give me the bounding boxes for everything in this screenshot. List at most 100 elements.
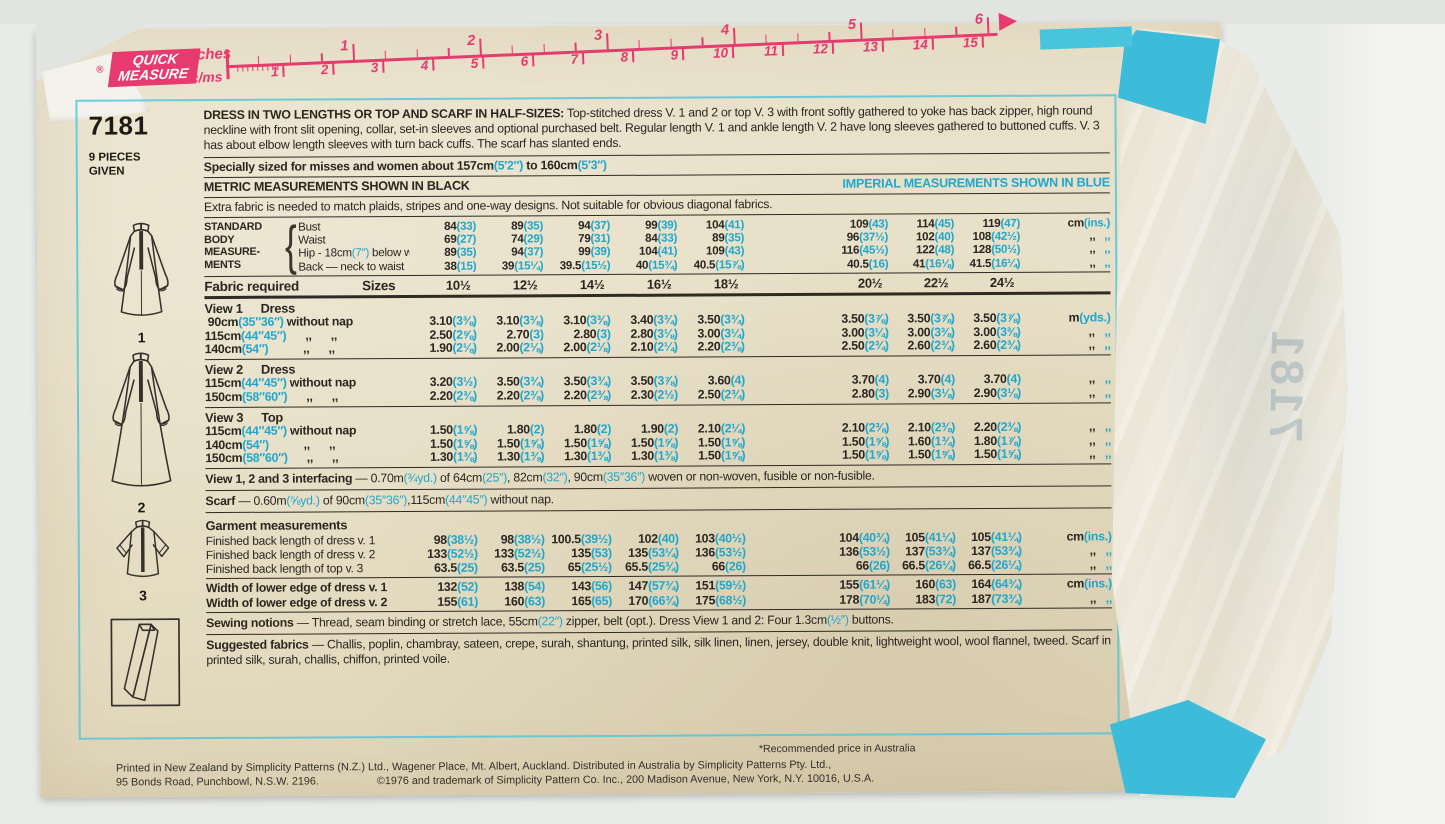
measure-part: 122 (915, 243, 935, 257)
measure-cell: 103(40½) (679, 532, 746, 546)
text-segment: woven or non-woven, fusible or non-fusib… (645, 469, 875, 485)
measure-cell: 104(40¾) (824, 531, 890, 545)
ruler-tick (781, 42, 785, 56)
measure-part: (3⅜) (586, 313, 611, 328)
measure-part: 74 (511, 232, 524, 246)
measure-part: ,, (1095, 419, 1112, 434)
measure-part: (41¼) (924, 530, 956, 545)
measure-part: (73¾) (991, 591, 1023, 606)
ruler-tick (262, 64, 264, 71)
measure-cell: 14½ (579, 276, 605, 292)
measure-part: (2¾) (996, 337, 1021, 352)
measure-cell: 104(41) (610, 245, 677, 259)
measure-cell: 128(50½) (954, 243, 1021, 257)
measure-cell: 2.80(3) (823, 386, 889, 401)
ruler-number: 13 (862, 38, 879, 55)
dress-ankle-length-drawing (111, 352, 172, 487)
measure-part: (53¼) (647, 546, 679, 561)
measure-cell: 132(52) (411, 580, 478, 595)
unit-cell: ,, ,, (1021, 446, 1111, 461)
measure-part: 2.90 (907, 386, 931, 401)
view-title: View 3 (205, 410, 244, 426)
measure-part: (1⅜) (519, 449, 545, 464)
ruler-tick (638, 39, 641, 48)
text-segment: — 0.70m (352, 471, 404, 486)
copyright-note: ©1976 and trademark of Simplicity Patter… (376, 772, 875, 788)
measure-part: 109 (705, 244, 725, 258)
ruler-tick (881, 38, 885, 52)
row-cells: 63.5(25) 63.5(25) 65(25½) 65.5(25¾) 66(26) 66… (411, 558, 1022, 575)
measure-part: 160 (504, 594, 525, 609)
measure-part: (4) (730, 373, 745, 388)
measure-part: 3.50 (496, 374, 520, 389)
measure-part: 3.00 (973, 324, 997, 339)
measure-part: (1⅝) (452, 436, 478, 451)
measure-part: (2¼) (653, 339, 678, 354)
measure-part: (yds.) (1079, 310, 1111, 325)
view-1-yardage: View 1 Dress 90cm(35″36″) without nap 3.10… (204, 294, 1111, 361)
text-segment: without nap (286, 376, 357, 391)
ruler-tick (581, 51, 585, 65)
measure-part: 2.80 (851, 386, 875, 401)
measure-part: 3.50 (907, 311, 931, 326)
pattern-number: 7181 (88, 110, 149, 141)
measure-part: 143 (571, 579, 592, 594)
measure-cell: 99(39) (543, 245, 610, 259)
text-segment: 150cm (205, 451, 243, 466)
row-label: 140cm(54″) ,, ,, (205, 342, 410, 356)
measure-part: 102 (915, 230, 935, 244)
text-segment: without nap (286, 424, 357, 438)
measure-cell: 133(52½) (411, 547, 478, 561)
scarf-drawing (110, 618, 181, 707)
measure-part: cm (1066, 529, 1084, 545)
measure-part: (53) (590, 546, 612, 561)
measure-part: (26¼) (924, 558, 956, 573)
unit-cell: ,, ,, (1021, 385, 1111, 400)
view-3-illustration: 3 (99, 516, 187, 603)
measure-part: 89 (511, 219, 524, 233)
measure-part: 1.90 (429, 340, 453, 355)
measure-part: 2.20 (563, 387, 587, 403)
measure-part: 175 (695, 593, 716, 608)
measure-part: 136 (695, 545, 715, 560)
measure-part: 170 (628, 593, 649, 608)
measure-part: 1.50 (842, 447, 866, 462)
text-segment: Bust (298, 220, 321, 234)
measure-cell: 2.20(2⅜) (410, 388, 477, 403)
unit-cell: cm(ins.) (1022, 577, 1112, 592)
measure-part: 98 (433, 533, 447, 548)
measure-part: 1.30 (497, 449, 521, 464)
row-cells: 1.90(2⅛) 2.00(2⅛) 2.00(2⅛) 2.10(2¼) 2.20(2⅜)… (410, 337, 1021, 356)
measure-part: (26) (724, 559, 746, 574)
group-line: STANDARD (204, 220, 262, 234)
measure-cell: 136(53½) (824, 545, 890, 559)
body-measurements-group-label: STANDARD BODY MEASURE- MENTS (204, 221, 282, 274)
measure-part: 136 (839, 545, 859, 560)
ruler-number: 4 (420, 57, 429, 74)
measure-part: 102 (638, 532, 658, 547)
view-2-illustration: 2 (88, 348, 195, 516)
text-segment: 140cm (204, 342, 242, 357)
row-label: Width of lower edge of dress v. 2 (206, 595, 411, 610)
measure-cell: 160(63) (890, 578, 956, 593)
measure-part: 183 (915, 592, 936, 607)
measure-part: (70¼) (859, 592, 891, 607)
measure-cell: 39.5(15½) (543, 259, 611, 273)
measure-part: (2¼) (720, 421, 746, 436)
measure-cell: 20½ (857, 275, 883, 291)
ruler-tick (352, 43, 356, 60)
measure-part: 96 (846, 230, 860, 244)
measure-cell: 1.50(1⅝) (678, 448, 745, 463)
ruler-number: 1 (340, 38, 349, 55)
measure-cell: 94(37) (476, 246, 543, 260)
text-segment: (½″) (826, 612, 849, 628)
text-segment: (22″) (537, 614, 563, 629)
measure-part: (40) (657, 532, 679, 547)
measure-part: ,, (1094, 337, 1111, 352)
measure-part: (2⅜) (996, 420, 1022, 435)
ruler-tick (382, 59, 385, 73)
measure-part: 39 (501, 259, 515, 273)
measure-part: (1¾) (930, 433, 956, 448)
brace-glyph: { (284, 215, 297, 276)
